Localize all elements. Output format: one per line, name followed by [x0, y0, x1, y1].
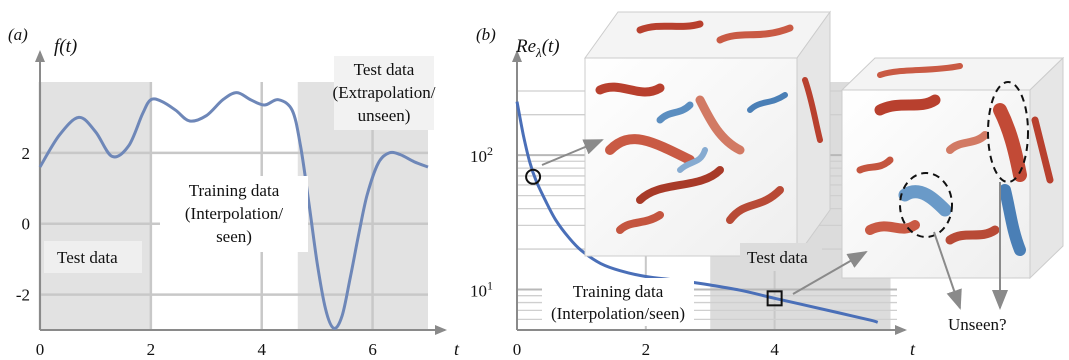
panel-b-label: (b) [476, 25, 496, 44]
panel-b-test-label: Test data [747, 248, 808, 267]
panel-b-xtick-label: 2 [642, 340, 651, 359]
unseen-ellipse-right [987, 81, 1029, 183]
panel-b-ytick-label: 102 [470, 144, 493, 166]
panel-a-region-0 [40, 82, 151, 330]
panel-b-markers [525, 168, 783, 307]
panel-a-test-left-label: Test data [57, 248, 118, 267]
panel-b-marker-circle [525, 168, 542, 185]
turbulence-box-interpolation [584, 10, 831, 258]
panel-a-ylabel: f(t) [54, 36, 77, 57]
panel-a-xlabel: t [454, 339, 460, 359]
panel-b-xlabel: t [910, 339, 916, 359]
panel-a-test-left-backdrop [44, 241, 142, 273]
panel-b: 0 2 4 102 101 [470, 10, 1065, 359]
panel-a-xtick-label: 0 [36, 340, 45, 359]
arrow-to-interpolation-box [541, 139, 604, 166]
panel-a-training-line-1: Training data [189, 181, 280, 200]
panel-b-test-backdrop [740, 243, 822, 271]
panel-b-series-line [515, 101, 879, 324]
panel-b-training-backdrop [542, 278, 694, 326]
panel-b-x-arrowhead [895, 325, 907, 335]
panel-b-training-line-2: (Interpolation/seen) [551, 304, 685, 323]
panel-a-series [38, 91, 429, 330]
panel-a-test-right-line-2: (Extrapolation/ [333, 83, 436, 102]
unseen-ellipse-left [899, 172, 953, 238]
panel-a-xtick-label: 4 [257, 340, 266, 359]
panel-a-axes [35, 50, 447, 335]
panel-b-y-arrowhead [512, 50, 522, 62]
panel-b-axes [512, 50, 907, 335]
panel-a-training-backdrop [160, 176, 308, 252]
panel-a-series-line [38, 91, 429, 330]
panel-a-test-right-line-1: Test data [354, 60, 415, 79]
panel-a: 0 2 4 6 -2 0 2 (a) f(t) t Test data Training d… [8, 25, 460, 359]
panel-b-tick-labels: 0 2 4 102 101 [470, 144, 779, 359]
panel-a-test-right-line-3: unseen) [358, 106, 411, 125]
panel-a-training-line-3: seen) [216, 227, 252, 246]
panel-a-ytick-label: -2 [16, 286, 30, 305]
panel-a-xtick-label: 2 [147, 340, 156, 359]
panel-b-xtick-label: 0 [513, 340, 522, 359]
panel-a-label: (a) [8, 25, 28, 44]
panel-b-training-line-1: Training data [573, 282, 664, 301]
panel-a-x-arrowhead [435, 325, 447, 335]
panel-b-xtick-label: 4 [770, 340, 779, 359]
panel-b-ylabel: Reλ(t) [515, 36, 560, 60]
panel-a-y-arrowhead [35, 50, 45, 62]
arrow-unseen-left [933, 231, 962, 310]
panel-b-series [515, 101, 879, 324]
panel-a-tick-labels: 0 2 4 6 -2 0 2 [16, 144, 377, 359]
turbulence-box-extrapolation [840, 56, 1065, 280]
panel-b-marker-square [766, 290, 783, 307]
arrow-to-extrapolation-box [792, 251, 868, 295]
panel-b-ytick-label: 101 [470, 279, 493, 301]
panel-a-test-right-backdrop [334, 56, 434, 130]
panel-a-ytick-label: 2 [22, 144, 31, 163]
panel-b-unseen-label: Unseen? [948, 315, 1007, 334]
panel-a-ytick-label: 0 [22, 215, 31, 234]
panel-a-xtick-label: 6 [368, 340, 377, 359]
panel-a-training-line-2: (Interpolation/ [185, 204, 283, 223]
